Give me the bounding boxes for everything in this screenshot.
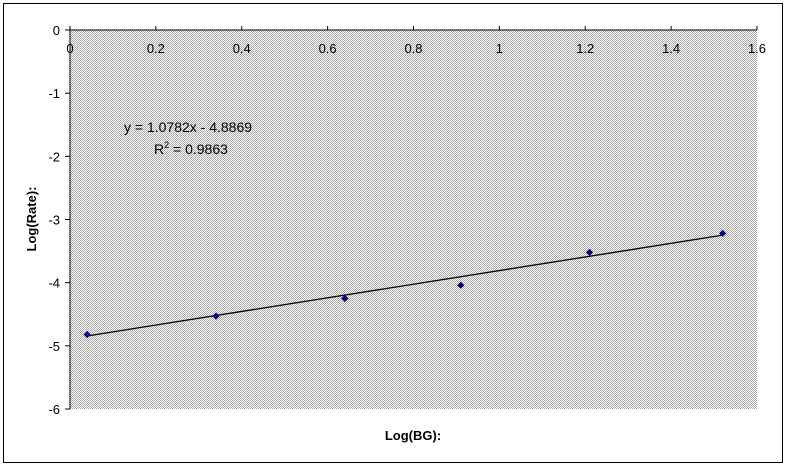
x-axis-title: Log(BG):	[385, 428, 441, 443]
r-squared-label: R2 = 0.9863	[154, 140, 228, 157]
data-point-diamond	[83, 330, 91, 339]
x-tick-label: 0	[66, 41, 73, 56]
r-squared-value: = 0.9863	[169, 141, 228, 157]
r-squared-exponent: 2	[164, 140, 169, 150]
x-tick-label: 1.4	[662, 41, 680, 56]
data-point-diamond	[457, 281, 465, 289]
x-tick-label: 0.4	[233, 41, 251, 56]
data-points	[83, 229, 727, 339]
data-point-diamond	[341, 294, 349, 303]
data-point-diamond	[212, 312, 220, 320]
y-tick-label: -1	[48, 86, 60, 101]
trendline	[87, 234, 723, 337]
x-tick-label: 1.2	[576, 41, 594, 56]
y-tick-label: 0	[53, 23, 60, 38]
x-axis-ticks: 0 0.2 0.4 0.6 0.8 1 1.2 1.4 1.6	[66, 26, 766, 56]
y-tick-label: -5	[48, 339, 60, 354]
data-point-diamond	[585, 248, 594, 256]
y-tick-label: -4	[48, 276, 60, 291]
trendline-equation: y = 1.0782x - 4.8869	[124, 119, 252, 135]
x-tick-label: 0.8	[404, 41, 422, 56]
x-tick-label: 1.6	[748, 41, 766, 56]
x-tick-label: 0.6	[319, 41, 337, 56]
x-tick-label: 1	[496, 41, 503, 56]
r-squared-symbol: R	[154, 141, 164, 157]
data-point-diamond	[719, 229, 727, 237]
y-tick-label: -2	[48, 149, 60, 164]
y-tick-label: -6	[48, 402, 60, 417]
y-axis-ticks: 0 -1 -2 -3 -4 -5 -6	[48, 23, 70, 417]
y-axis-title: Log(Rate):	[24, 187, 39, 252]
trendline-group	[87, 234, 723, 337]
x-tick-label: 0.2	[147, 41, 165, 56]
plot-area	[70, 30, 757, 409]
y-tick-label: -3	[48, 213, 60, 228]
